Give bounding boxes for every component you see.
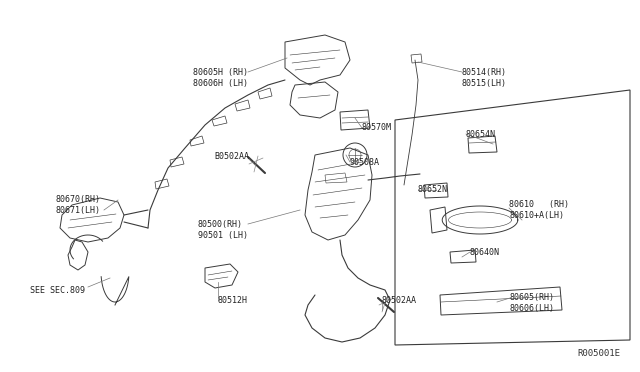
Text: 80670(RH)
80671(LH): 80670(RH) 80671(LH) xyxy=(55,195,100,215)
Text: 80652N: 80652N xyxy=(418,185,448,194)
Text: 80570M: 80570M xyxy=(362,123,392,132)
Text: B0502AA: B0502AA xyxy=(214,152,249,161)
Text: 80610   (RH)
80610+A(LH): 80610 (RH) 80610+A(LH) xyxy=(509,200,569,220)
Text: 80605(RH)
80606(LH): 80605(RH) 80606(LH) xyxy=(510,293,555,313)
Text: 80605H (RH)
80606H (LH): 80605H (RH) 80606H (LH) xyxy=(193,68,248,88)
Text: SEE SEC.809: SEE SEC.809 xyxy=(30,286,85,295)
Text: 80640N: 80640N xyxy=(470,248,500,257)
Text: 90508A: 90508A xyxy=(350,158,380,167)
Text: 80502AA: 80502AA xyxy=(382,296,417,305)
Text: 80512H: 80512H xyxy=(218,296,248,305)
Text: 80654N: 80654N xyxy=(466,130,496,139)
Text: R005001E: R005001E xyxy=(577,349,620,358)
Text: 80514(RH)
80515(LH): 80514(RH) 80515(LH) xyxy=(462,68,507,88)
Text: 80500(RH)
90501 (LH): 80500(RH) 90501 (LH) xyxy=(198,220,248,240)
